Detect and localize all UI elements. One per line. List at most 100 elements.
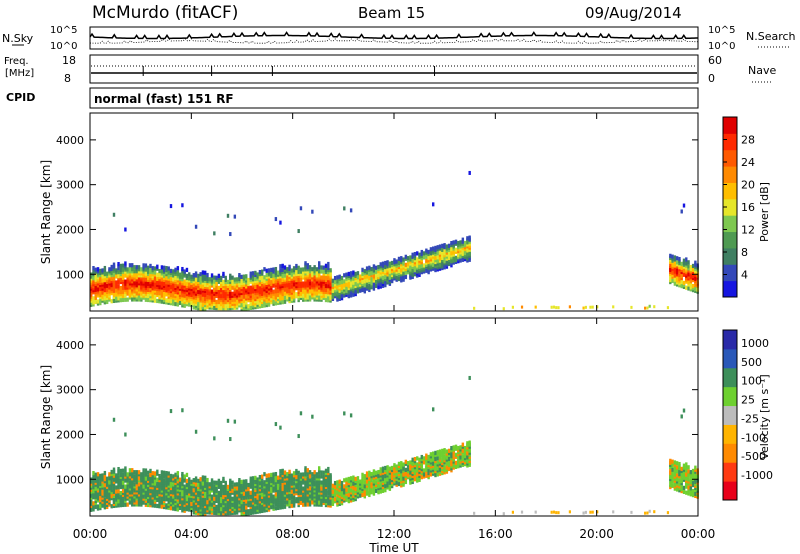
power-cell (197, 277, 200, 283)
power-colorbar-swatch (723, 231, 737, 249)
power-cell (320, 265, 323, 270)
power-cell (324, 283, 328, 289)
velocity-cell (349, 413, 353, 418)
velocity-cell (375, 480, 378, 485)
power-cell (272, 299, 275, 304)
power-cell (329, 268, 332, 273)
velocity-cell (349, 488, 353, 493)
velocity-cell (416, 462, 419, 467)
power-cell (256, 284, 259, 289)
power-cell (675, 268, 679, 273)
velocity-cell (226, 484, 230, 490)
power-cell (292, 292, 296, 297)
power-cell (673, 255, 677, 260)
power-cell (190, 274, 193, 279)
power-cell (680, 209, 683, 214)
velocity-cell (436, 460, 439, 465)
velocity-cell (215, 504, 218, 510)
cpid-text: normal (fast) 151 RF (94, 92, 234, 106)
power-cell (185, 267, 189, 273)
velocity-cell (320, 470, 323, 475)
velocity-cell (682, 463, 686, 468)
velocity-cell (596, 510, 599, 514)
velocity-colorbar-tick-label: 1000 (741, 337, 769, 350)
power-cell (204, 292, 207, 298)
power-cell (176, 298, 180, 303)
velocity-cell (206, 481, 209, 487)
velocity-cell (153, 481, 157, 486)
velocity-cell (188, 481, 191, 486)
power-cell (215, 299, 218, 305)
power-cell (333, 292, 337, 297)
power-cell (447, 251, 451, 256)
velocity-cell (311, 472, 314, 477)
power-cell (183, 279, 186, 284)
power-cell (121, 267, 125, 272)
power-cell (648, 304, 651, 308)
velocity-cell (206, 500, 209, 505)
power-cell (274, 271, 278, 276)
velocity-cell (375, 470, 378, 475)
velocity-cell (295, 497, 298, 502)
power-cell (201, 270, 205, 275)
velocity-cell (447, 448, 451, 453)
velocity-colorbar-tick-label: 100 (741, 375, 762, 388)
power-cell (256, 300, 259, 305)
velocity-cell (92, 475, 95, 480)
power-cell (204, 274, 207, 279)
power-cell (256, 272, 259, 277)
velocity-cell (687, 465, 690, 470)
velocity-cell (313, 470, 316, 475)
velocity-cell (197, 482, 200, 488)
velocity-cell (215, 486, 218, 491)
velocity-cell (689, 478, 693, 483)
nave-label: Nave (748, 64, 776, 77)
velocity-cell (445, 465, 449, 470)
velocity-cell (336, 496, 339, 501)
power-cell (258, 269, 262, 275)
power-cell (222, 279, 225, 285)
velocity-cell (329, 499, 332, 504)
power-cell (612, 305, 615, 309)
power-cell (361, 267, 364, 272)
power-cell (188, 298, 191, 303)
velocity-cell (653, 510, 656, 514)
power-cell (352, 276, 355, 281)
power-cell (112, 292, 116, 297)
velocity-cell (678, 478, 681, 483)
velocity-cell (286, 472, 289, 477)
velocity-cell (682, 485, 686, 490)
velocity-cell (329, 473, 332, 478)
velocity-cell (147, 474, 150, 479)
power-cell (363, 279, 366, 284)
power-cell (292, 276, 296, 281)
power-cell (395, 275, 398, 280)
power-cell (673, 267, 677, 272)
velocity-cell (258, 481, 262, 486)
velocity-cell (124, 502, 127, 507)
power-cell (436, 245, 439, 250)
velocity-cell (131, 468, 134, 473)
power-cell (103, 265, 107, 271)
power-cell (468, 170, 471, 175)
power-cell (313, 275, 316, 280)
velocity-cell (304, 494, 307, 499)
velocity-cell (272, 472, 275, 477)
power-colorbar-swatch (723, 264, 737, 282)
velocity-cell (217, 494, 221, 500)
power-cell (327, 290, 330, 295)
velocity-cell (678, 461, 681, 467)
velocity-cell (183, 474, 186, 479)
power-cell (215, 281, 218, 286)
power-cell (416, 251, 419, 256)
velocity-cell (434, 450, 437, 456)
power-cell (347, 281, 351, 287)
velocity-cell (689, 470, 693, 475)
velocity-cell (395, 480, 398, 485)
power-cell (115, 280, 118, 285)
velocity-cell (441, 458, 444, 464)
power-cell (694, 286, 697, 292)
power-cell (147, 269, 150, 274)
x-tick-label: 00:00 (73, 527, 108, 541)
power-cell (153, 266, 157, 271)
